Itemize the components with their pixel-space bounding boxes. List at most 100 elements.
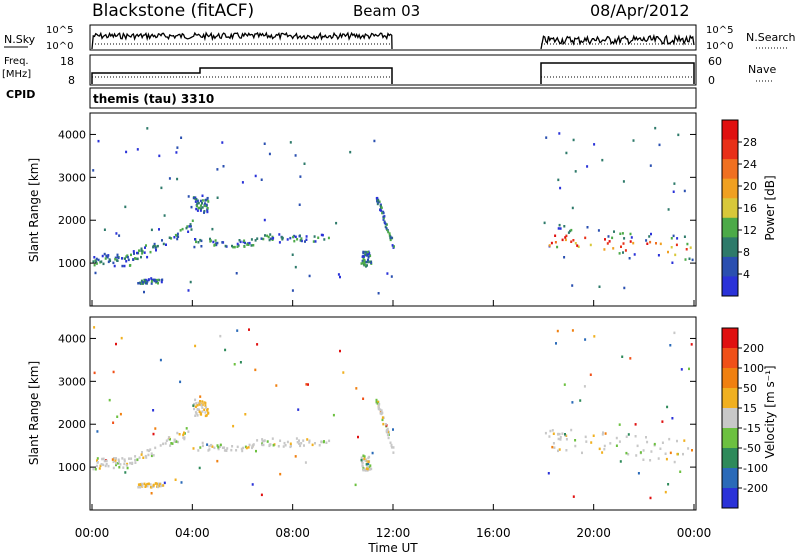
echo-point	[634, 435, 637, 438]
echo-point	[381, 411, 384, 415]
echo-point	[627, 433, 630, 436]
echo-point	[254, 239, 257, 242]
colorbar-label-7: -200	[743, 482, 768, 495]
echo-point	[219, 443, 222, 447]
echo-point	[201, 194, 204, 197]
echo-point	[140, 255, 142, 259]
colorbar-label-0: 200	[743, 342, 764, 355]
echo-point	[130, 457, 133, 460]
echo-point	[206, 198, 209, 202]
echo-point	[201, 410, 204, 413]
echo-point	[137, 251, 140, 255]
echo-point	[619, 232, 622, 235]
echo-point	[264, 234, 266, 237]
echo-point	[661, 420, 664, 423]
echo-point	[387, 230, 390, 234]
echo-point	[93, 371, 96, 375]
echo-point	[201, 400, 204, 403]
echo-point	[342, 371, 345, 374]
echo-point	[120, 336, 123, 340]
echo-point	[201, 444, 204, 448]
echo-point	[602, 431, 604, 434]
echo-point	[623, 286, 626, 290]
echo-point	[385, 430, 388, 434]
echo-point	[112, 460, 115, 464]
echo-point	[201, 206, 204, 209]
colorbar-swatch-0	[722, 328, 738, 349]
echo-point	[657, 457, 660, 460]
echo-point	[215, 243, 218, 247]
echo-point	[367, 460, 370, 464]
echo-point	[97, 258, 100, 262]
colorbar-label-0: 4	[743, 268, 750, 281]
echo-point	[169, 444, 172, 447]
echo-point	[299, 175, 302, 178]
echo-point	[556, 329, 559, 333]
velocity-colorbar: 200 100 50 15 -15 -50 -100 -200	[721, 327, 768, 509]
echo-point	[378, 200, 381, 203]
echo-point	[297, 408, 300, 411]
echo-point	[565, 449, 568, 452]
echo-point	[206, 209, 209, 212]
echo-point	[196, 408, 199, 411]
echo-point	[676, 237, 679, 240]
echo-point	[384, 222, 387, 226]
echo-point	[189, 280, 192, 284]
echo-point	[153, 242, 156, 246]
echo-point	[177, 235, 180, 238]
echo-point	[686, 242, 689, 246]
echo-point	[191, 219, 194, 222]
echo-point	[112, 466, 115, 470]
echo-point	[628, 257, 631, 260]
echo-point	[271, 238, 274, 241]
echo-point	[558, 432, 561, 436]
echo-point	[665, 457, 668, 461]
echo-point	[666, 405, 669, 409]
echo-point	[247, 243, 250, 246]
echo-point	[145, 282, 148, 285]
noise-segment-1	[91, 31, 393, 50]
echo-point	[204, 401, 207, 405]
echo-point	[94, 271, 97, 275]
echo-point	[625, 435, 628, 438]
echo-point	[296, 441, 299, 444]
ytick-label-1: 2000	[58, 418, 86, 431]
velocity-panel	[89, 316, 697, 511]
echo-point	[243, 245, 246, 248]
echo-point	[190, 228, 193, 231]
echo-point	[304, 240, 306, 243]
echo-point	[683, 235, 686, 238]
echo-point	[152, 245, 155, 249]
echo-point	[629, 232, 632, 236]
echo-point	[237, 244, 240, 247]
echo-point	[158, 228, 160, 231]
echo-point	[233, 363, 236, 366]
echo-point	[590, 441, 593, 444]
echo-point	[115, 462, 118, 465]
echo-point	[103, 459, 106, 463]
echo-point	[159, 483, 161, 486]
echo-point	[262, 443, 265, 447]
echo-point	[107, 254, 110, 257]
echo-point	[100, 260, 103, 263]
echo-point	[130, 253, 132, 257]
echo-point	[386, 228, 389, 231]
echo-point	[379, 408, 382, 411]
echo-point	[136, 458, 139, 461]
echo-point	[175, 440, 178, 443]
echo-point	[361, 460, 364, 464]
echo-point	[160, 186, 163, 190]
echo-point	[393, 245, 395, 248]
echo-point	[363, 457, 366, 460]
echo-point	[375, 197, 378, 200]
echo-point	[146, 280, 149, 283]
x-axis-label: Time UT	[367, 541, 418, 554]
echo-point	[183, 437, 186, 441]
echo-point	[168, 236, 171, 239]
echo-point	[171, 442, 174, 445]
power-yticks: 1000 2000 3000 4000	[58, 128, 696, 270]
colorbar-swatch-6	[722, 448, 738, 469]
echo-point	[150, 452, 153, 455]
echo-point	[261, 439, 264, 443]
echo-point	[543, 221, 546, 225]
